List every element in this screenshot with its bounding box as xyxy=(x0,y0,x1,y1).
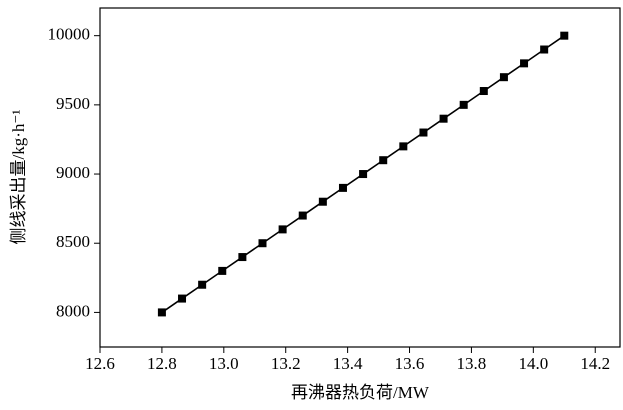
x-tick-label: 13.4 xyxy=(333,354,363,373)
x-tick-label: 12.8 xyxy=(147,354,177,373)
marker xyxy=(318,197,327,206)
x-tick-label: 12.6 xyxy=(85,354,115,373)
marker xyxy=(359,170,368,179)
x-tick-label: 13.0 xyxy=(209,354,239,373)
marker xyxy=(338,183,347,192)
marker xyxy=(439,114,448,123)
marker xyxy=(258,239,267,248)
y-axis-label: 侧线采出量/kg·h⁻¹ xyxy=(9,110,28,245)
y-tick-label: 8000 xyxy=(56,301,90,320)
marker xyxy=(198,280,207,289)
marker xyxy=(157,308,166,317)
marker xyxy=(499,73,508,82)
plot-frame xyxy=(99,7,621,348)
marker xyxy=(419,128,428,137)
marker xyxy=(479,87,488,96)
y-tick-label: 8500 xyxy=(56,232,90,251)
y-tick-label: 10000 xyxy=(48,25,91,44)
marker xyxy=(278,225,287,234)
x-tick-label: 14.2 xyxy=(580,354,610,373)
x-tick-label: 13.6 xyxy=(395,354,425,373)
marker xyxy=(560,31,569,40)
marker xyxy=(298,211,307,220)
y-tick-label: 9000 xyxy=(56,163,90,182)
marker xyxy=(178,294,187,303)
x-tick-label: 13.2 xyxy=(271,354,301,373)
x-tick-label: 13.8 xyxy=(457,354,487,373)
marker xyxy=(238,253,247,262)
marker xyxy=(379,156,388,165)
x-tick-label: 14.0 xyxy=(518,354,548,373)
marker xyxy=(218,266,227,275)
marker xyxy=(540,45,549,54)
marker xyxy=(459,100,468,109)
y-tick-label: 9500 xyxy=(56,94,90,113)
marker xyxy=(520,59,529,68)
marker xyxy=(399,142,408,151)
x-axis-label: 再沸器热负荷/MW xyxy=(291,383,430,402)
